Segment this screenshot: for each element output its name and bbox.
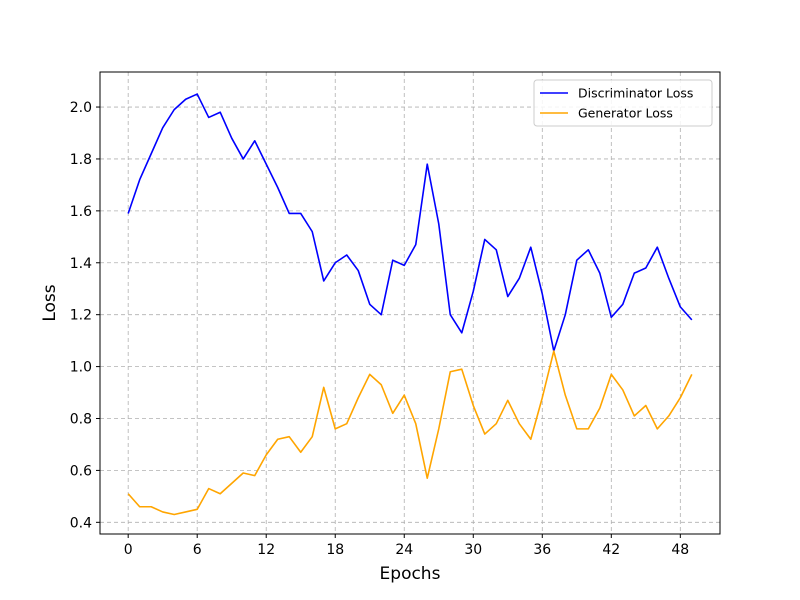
grid: [100, 72, 720, 534]
x-tick-label: 36: [533, 542, 551, 558]
y-tick-label: 0.6: [70, 463, 92, 479]
plot-area-frame: [99, 71, 721, 535]
legend-box: [533, 79, 713, 127]
x-tick-label: 6: [193, 542, 202, 558]
x-tick-label: 30: [464, 542, 482, 558]
x-tick-label: 48: [671, 542, 689, 558]
x-axis-ticks: 0 6 12 18 24 30 36 42 48: [124, 534, 689, 558]
y-tick-label: 1.8: [70, 152, 92, 168]
y-tick-label: 1.6: [70, 204, 92, 220]
y-axis-label: Loss: [40, 284, 60, 321]
y-tick-label: 1.4: [70, 256, 92, 272]
legend: Discriminator Loss Generator Loss: [533, 79, 713, 127]
y-tick-label: 1.0: [70, 360, 92, 376]
series-layer: [127, 93, 693, 516]
legend-label: Generator Loss: [578, 106, 673, 121]
legend-label: Discriminator Loss: [578, 86, 693, 101]
x-tick-label: 0: [124, 542, 133, 558]
x-tick-label: 12: [257, 542, 275, 558]
x-axis-label: Epochs: [380, 564, 441, 584]
y-axis-ticks: 0.4 0.6 0.8 1.0 1.2 1.4 1.6 1.8 2.0: [70, 100, 100, 531]
series-line-0: [127, 93, 693, 352]
y-tick-label: 0.4: [70, 515, 92, 531]
x-tick-label: 18: [326, 542, 344, 558]
x-tick-label: 42: [602, 542, 620, 558]
y-tick-label: 2.0: [70, 100, 92, 116]
series-line-1: [127, 350, 693, 516]
y-tick-label: 0.8: [70, 412, 92, 428]
x-tick-label: 24: [395, 542, 413, 558]
y-tick-label: 1.2: [70, 308, 92, 324]
